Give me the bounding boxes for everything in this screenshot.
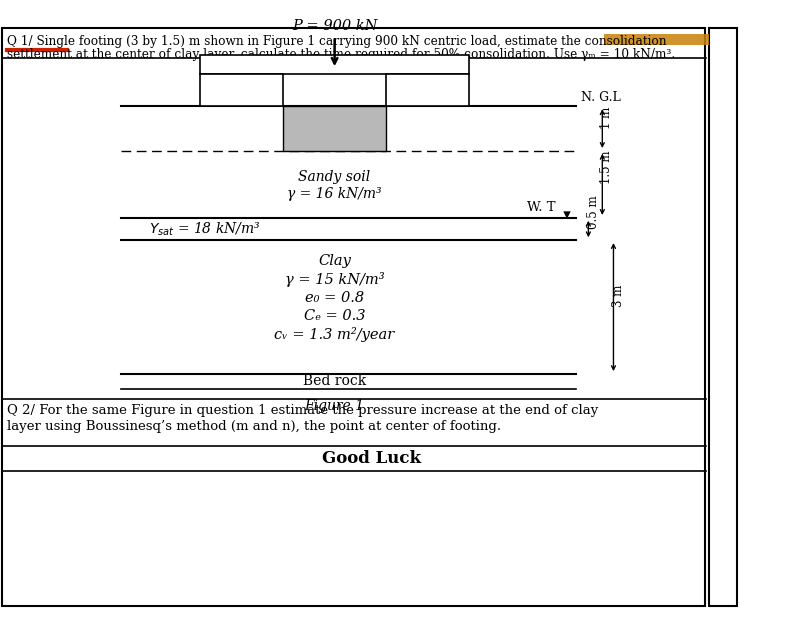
Text: Q 2/ For the same Figure in question 1 estimate the pressure increase at the end: Q 2/ For the same Figure in question 1 e… [7, 404, 598, 417]
Text: Clay: Clay [318, 254, 351, 267]
Bar [709, 28, 737, 607]
Text: N. G.L: N. G.L [581, 91, 621, 105]
Text: P = 900 kN: P = 900 kN [292, 19, 378, 33]
Text: γ = 15 kN/m³: γ = 15 kN/m³ [285, 272, 385, 287]
Text: settlement at the center of clay layer, calculate the time required for 50% cons: settlement at the center of clay layer, … [7, 48, 676, 61]
Text: 1 m: 1 m [601, 106, 614, 128]
Bar [283, 106, 386, 151]
Text: Figure 1: Figure 1 [305, 399, 365, 413]
Text: 1.5 m: 1.5 m [601, 151, 614, 185]
Text: e₀ = 0.8: e₀ = 0.8 [305, 291, 364, 305]
Text: cᵥ = 1.3 m²/year: cᵥ = 1.3 m²/year [274, 327, 394, 342]
Text: Good Luck: Good Luck [322, 449, 422, 466]
Text: Bed rock: Bed rock [303, 374, 366, 389]
Text: 3 m: 3 m [612, 285, 625, 307]
Text: $Y_{sat}$ = 18 kN/m³: $Y_{sat}$ = 18 kN/m³ [149, 220, 260, 238]
Bar [200, 74, 283, 106]
Polygon shape [563, 212, 570, 218]
Text: layer using Boussinesq’s method (m and n), the point at center of footing.: layer using Boussinesq’s method (m and n… [7, 421, 502, 433]
Bar [386, 74, 470, 106]
Text: Cₑ = 0.3: Cₑ = 0.3 [304, 309, 366, 324]
Text: Q 1/ Single footing (3 by 1.5) m shown in Figure 1 carrying 900 kN centric load,: Q 1/ Single footing (3 by 1.5) m shown i… [7, 34, 667, 48]
Text: Sandy soil: Sandy soil [298, 170, 370, 184]
Bar [200, 55, 470, 74]
Text: 0.5 m: 0.5 m [586, 195, 599, 229]
Text: W. T: W. T [527, 201, 556, 214]
Bar [604, 34, 709, 45]
Text: γ = 16 kN/m³: γ = 16 kN/m³ [287, 187, 382, 201]
